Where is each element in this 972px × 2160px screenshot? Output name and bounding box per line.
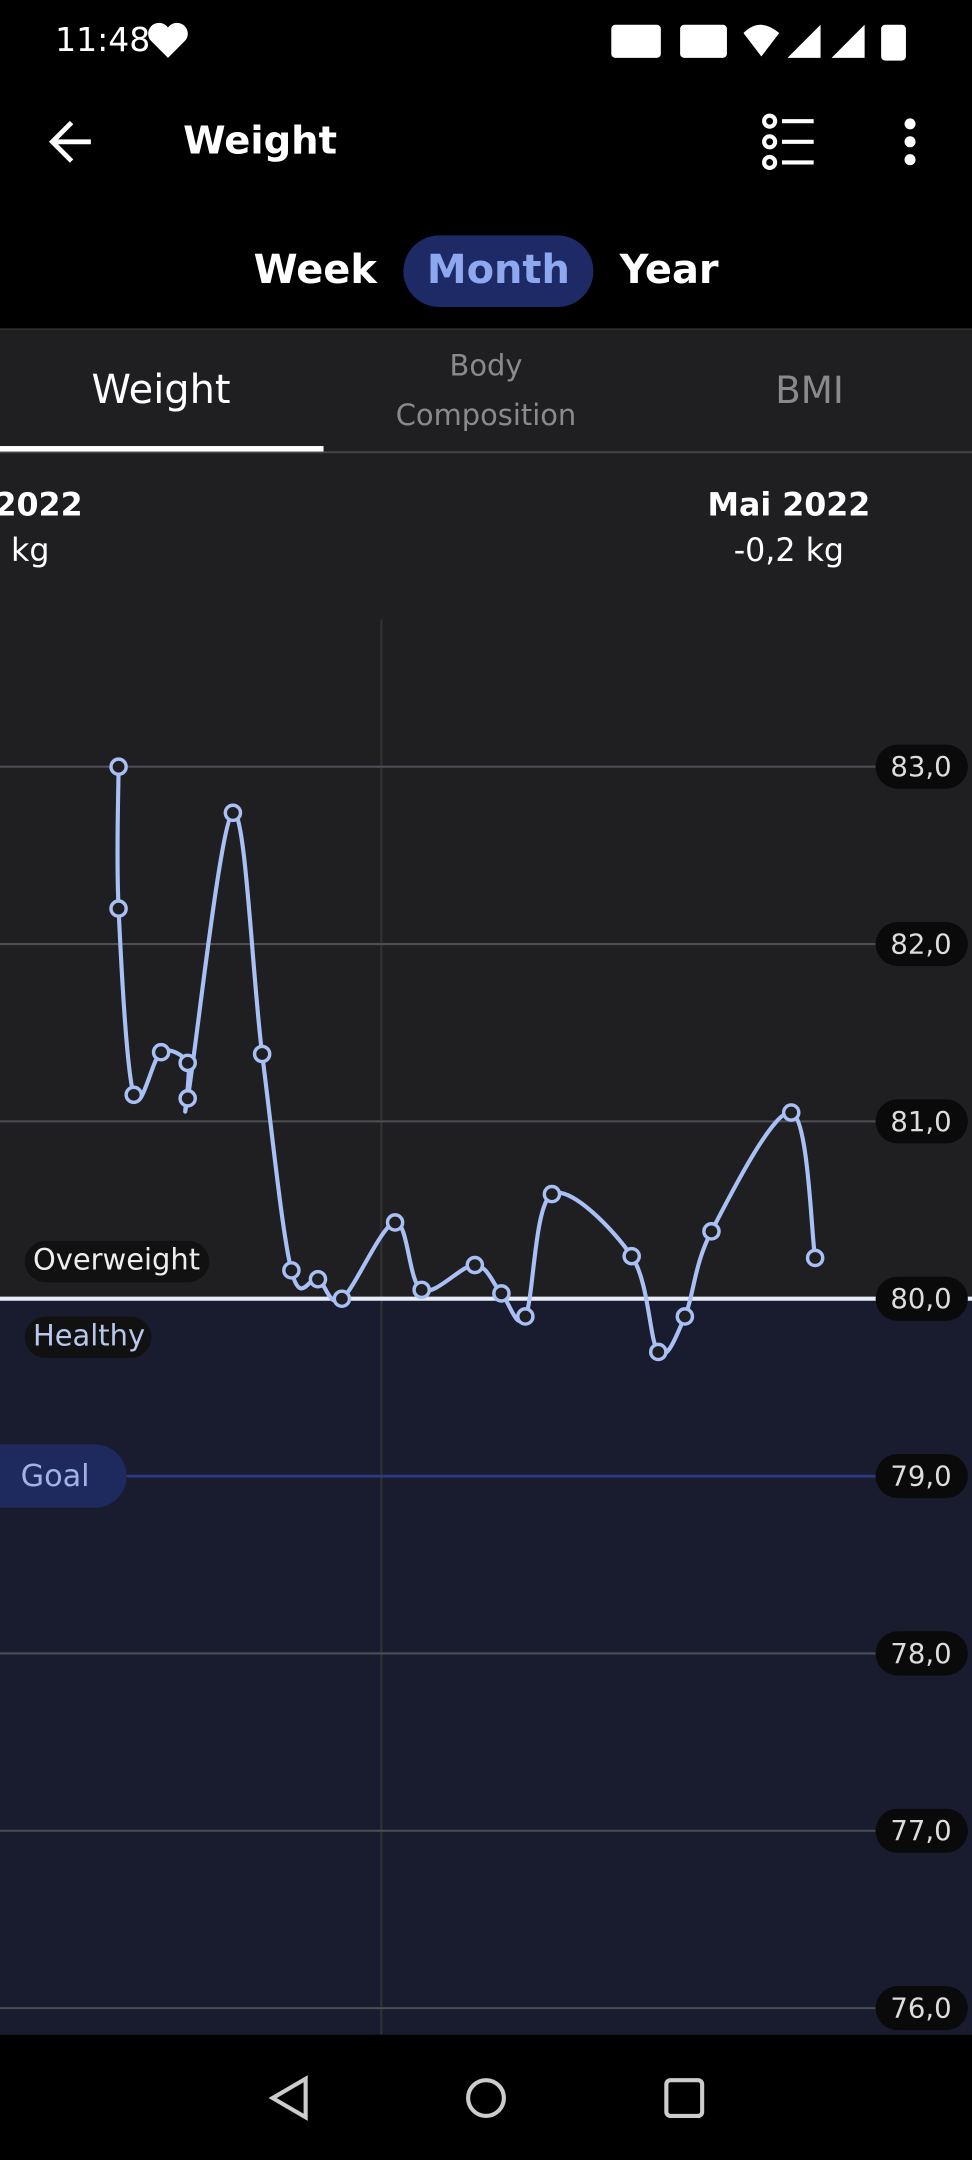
period-tab[interactable]: Week [254, 247, 379, 293]
healthy-zone [0, 1298, 972, 2035]
more-button[interactable] [904, 118, 916, 166]
y-tick-label: 76,0 [890, 1992, 951, 2024]
y-tick-label: 81,0 [890, 1106, 951, 1138]
sub-tab[interactable]: Composition [396, 398, 577, 432]
y-tick-label: 77,0 [890, 1815, 951, 1847]
tick-pill [875, 922, 968, 967]
weight-point [648, 1342, 668, 1362]
y-tick-label: 83,0 [890, 751, 951, 783]
list-button[interactable] [762, 113, 814, 171]
weight-point [781, 1103, 801, 1122]
weight-point [151, 1042, 171, 1062]
weight-point [332, 1289, 352, 1309]
y-tick-label: 78,0 [890, 1638, 951, 1670]
selected-pill [403, 235, 594, 307]
weight-point [675, 1307, 695, 1326]
zone-label: Overweight [33, 1243, 200, 1277]
sub-tab[interactable]: Body [450, 349, 523, 383]
summary-period: 2022 [0, 488, 83, 524]
y-tick-label: 79,0 [890, 1460, 951, 1492]
zone-pill [24, 1316, 152, 1358]
sub-tab[interactable]: Weight [92, 367, 231, 413]
sub-tab[interactable]: BMI [775, 368, 844, 412]
weight-point [412, 1280, 431, 1300]
nav-back[interactable] [268, 2075, 308, 2121]
weight-point [308, 1269, 328, 1289]
y-tick-label: 82,0 [890, 928, 951, 960]
back-button[interactable] [48, 120, 91, 163]
tick-pill [875, 1276, 968, 1321]
weight-point [492, 1284, 511, 1303]
weight-point [178, 1089, 197, 1108]
volte-icon [680, 24, 727, 58]
chart: Goal Overweight Healthy 83,0 82,0 81,0 80,0 79,… [0, 619, 972, 2035]
tick-pill [875, 1986, 968, 2031]
weight-point [702, 1222, 721, 1241]
nav-recents[interactable] [664, 2078, 705, 2119]
battery-icon [881, 24, 906, 61]
tick-pill [875, 1454, 968, 1499]
weight-point [385, 1213, 405, 1232]
signal-icon [787, 24, 821, 58]
selected-underline [0, 446, 324, 452]
goal-pill [0, 1444, 127, 1508]
tick-pill [875, 744, 968, 789]
health-icon [148, 22, 188, 58]
weight-point [109, 899, 128, 918]
header-title: Weight [183, 119, 337, 164]
summary-change: -0,2 kg [734, 533, 844, 569]
period-tab[interactable]: Year [619, 247, 719, 293]
weight-point [465, 1255, 485, 1275]
period-tabs: Week Month Year [254, 235, 719, 307]
y-tick-label: 80,0 [890, 1283, 951, 1315]
nav-bar [0, 2034, 972, 2160]
weight-point [542, 1184, 562, 1204]
weight-point [622, 1246, 641, 1266]
weight-point [178, 1053, 197, 1073]
period-tab[interactable]: Month [427, 247, 570, 293]
weight-point [252, 1044, 272, 1064]
wifi-icon [743, 24, 780, 57]
tick-pill [875, 1631, 968, 1676]
nav-home[interactable] [466, 2078, 506, 2119]
zone-pill [24, 1240, 210, 1283]
sub-tabs: Weight Body Composition BMI [0, 349, 844, 452]
weight-point [223, 803, 243, 823]
weight-point [516, 1307, 535, 1326]
goal-label: Goal [21, 1459, 90, 1494]
summary-period: Mai 2022 [707, 488, 870, 524]
tick-pill [875, 1099, 968, 1144]
vowifi-icon [611, 24, 661, 58]
summary-change: kg [11, 533, 49, 569]
zone-label: Healthy [33, 1318, 145, 1352]
status-time: 11:48 [55, 20, 150, 59]
weight-point [282, 1261, 301, 1280]
signal-icon [831, 24, 865, 58]
weight-point [124, 1085, 144, 1105]
tick-pill [875, 1808, 968, 1853]
weight-point [109, 757, 128, 776]
weight-point [805, 1248, 825, 1268]
